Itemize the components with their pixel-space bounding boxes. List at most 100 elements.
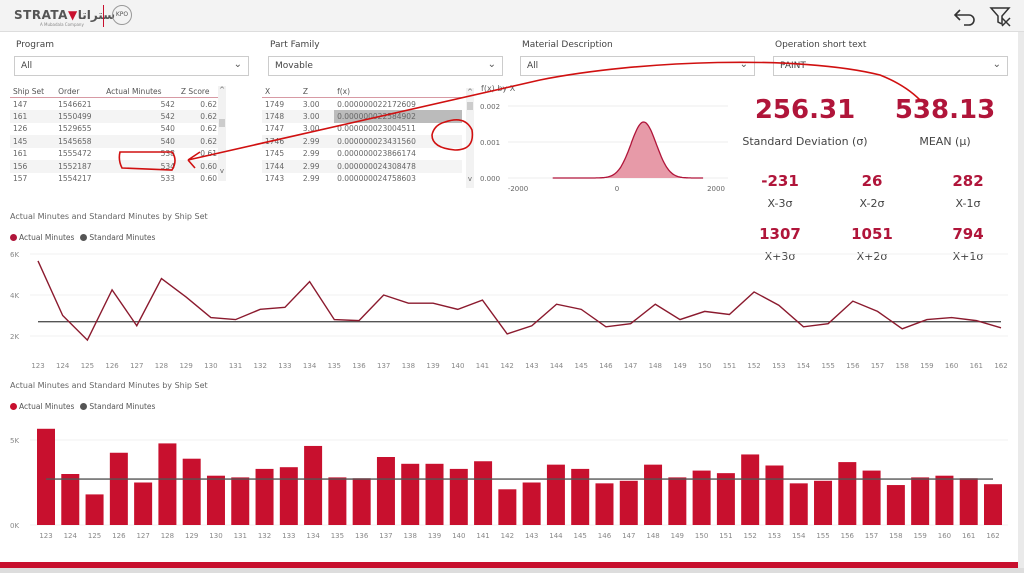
table-row[interactable]: 1744 2.99 0.000000024308478	[262, 160, 462, 173]
col-x[interactable]: X	[262, 86, 300, 98]
bar-actual-minutes[interactable]	[644, 464, 663, 525]
band-value: -231	[761, 172, 799, 190]
bar-actual-minutes[interactable]	[862, 470, 881, 525]
bar-actual-minutes[interactable]	[206, 475, 225, 525]
table-row[interactable]: 1743 2.99 0.000000024758603	[262, 173, 462, 186]
cell-actual-minutes: 533	[160, 174, 175, 184]
bar-actual-minutes[interactable]	[474, 461, 493, 525]
cell-x: 1745	[265, 149, 285, 159]
x-tick-label: 155	[821, 362, 834, 370]
bar-actual-minutes[interactable]	[279, 467, 298, 525]
slicer-dropdown[interactable]: All ⌄	[520, 56, 755, 76]
table-row[interactable]: 147 1546621 542 0.62	[10, 98, 220, 111]
bar-actual-minutes[interactable]	[304, 445, 323, 525]
col-ship-set[interactable]: Ship Set	[10, 86, 56, 98]
bar-actual-minutes[interactable]	[619, 480, 638, 525]
legend-actual[interactable]: Actual Minutes	[10, 233, 74, 242]
cell-z: 3.00	[299, 110, 335, 123]
bar-actual-minutes[interactable]	[765, 465, 784, 526]
cell-actual-minutes: 534	[103, 160, 178, 173]
cell-z-score: 0.62	[200, 99, 217, 109]
bar-actual-minutes[interactable]	[231, 477, 250, 525]
cell-order: 1552187	[55, 160, 104, 173]
x-tick-label: -2000	[508, 185, 528, 193]
slicer-dropdown[interactable]: Movable ⌄	[268, 56, 503, 76]
table-row[interactable]: 126 1529655 540 0.62	[10, 123, 220, 136]
bar-actual-minutes[interactable]	[255, 468, 274, 525]
bar-actual-minutes[interactable]	[789, 483, 808, 525]
col-actual-minutes[interactable]: Actual Minutes	[103, 86, 178, 98]
bar-actual-minutes[interactable]	[668, 477, 687, 525]
bar-actual-minutes[interactable]	[911, 477, 930, 525]
cell-z: 2.99	[299, 160, 335, 173]
bar-actual-minutes[interactable]	[716, 473, 735, 525]
x-tick-label: 133	[282, 532, 295, 540]
col-fx[interactable]: f(x)	[334, 86, 462, 98]
table-row[interactable]: 1745 2.99 0.000000023866174	[262, 148, 462, 161]
table-row[interactable]: 1749 3.00 0.000000022172609	[262, 98, 462, 111]
line-chart: 6K 4K 2K 123 124 125 126 127 128 129 130 131 132 133 1…	[10, 251, 1008, 370]
legend-standard[interactable]: Standard Minutes	[80, 402, 155, 411]
series-line-actual-minutes[interactable]	[37, 260, 1002, 342]
bar-actual-minutes[interactable]	[571, 468, 590, 525]
table-row[interactable]: 156 1552187 534 0.60	[10, 160, 220, 173]
bar-actual-minutes[interactable]	[814, 480, 833, 525]
line-chart-legend: Actual Minutes Standard Minutes	[10, 233, 155, 242]
bar-actual-minutes[interactable]	[886, 485, 905, 525]
band-label: X+1σ	[952, 250, 984, 263]
footer	[0, 568, 1024, 573]
table-row[interactable]: 161 1550499 542 0.62	[10, 110, 220, 123]
bar-actual-minutes[interactable]	[328, 477, 347, 525]
undo-arrow-icon[interactable]	[952, 4, 978, 28]
x-tick-label: 132	[258, 532, 271, 540]
x-tick-label: 153	[772, 362, 785, 370]
bar-actual-minutes[interactable]	[109, 452, 128, 525]
slicer-value: Movable	[275, 61, 313, 71]
table-row[interactable]: 1746 2.99 0.000000023431560	[262, 135, 462, 148]
bar-actual-minutes[interactable]	[352, 478, 371, 525]
slicer-dropdown[interactable]: PAINT ⌄	[773, 56, 1008, 76]
bar-actual-minutes[interactable]	[425, 463, 444, 525]
bar-actual-minutes[interactable]	[61, 474, 80, 525]
bar-actual-minutes[interactable]	[959, 478, 978, 525]
bar-actual-minutes[interactable]	[741, 454, 760, 525]
table-row[interactable]: 161 1555472 538 0.61	[10, 148, 220, 161]
fx-table-scrollbar[interactable]: ^ v	[466, 88, 474, 188]
bar-actual-minutes[interactable]	[595, 483, 614, 525]
cell-ship-set: 157	[13, 174, 28, 184]
x-tick-label: 148	[646, 532, 659, 540]
x-tick-label: 132	[254, 362, 267, 370]
bar-actual-minutes[interactable]	[182, 458, 201, 525]
clear-filter-icon[interactable]	[988, 4, 1014, 28]
bar-actual-minutes[interactable]	[546, 464, 565, 525]
table-row[interactable]: 1748 3.00 0.000000022584902	[262, 110, 462, 123]
bar-actual-minutes[interactable]	[935, 475, 954, 525]
bar-actual-minutes[interactable]	[498, 489, 517, 525]
legend-actual[interactable]: Actual Minutes	[10, 402, 74, 411]
table-row[interactable]: 145 1545658 540 0.62	[10, 135, 220, 148]
bar-actual-minutes[interactable]	[838, 462, 857, 525]
col-order[interactable]: Order	[55, 86, 104, 98]
bar-actual-minutes[interactable]	[692, 470, 711, 525]
slicer-dropdown[interactable]: All ⌄	[14, 56, 249, 76]
bar-actual-minutes[interactable]	[522, 482, 541, 526]
bar-actual-minutes[interactable]	[449, 468, 468, 525]
x-tick-label: 139	[428, 532, 441, 540]
bar-actual-minutes[interactable]	[37, 428, 55, 525]
table-row[interactable]: 157 1554217 533 0.60	[10, 173, 220, 186]
x-tick-label: 139	[426, 362, 439, 370]
legend-standard[interactable]: Standard Minutes	[80, 233, 155, 242]
bar-actual-minutes[interactable]	[401, 463, 420, 525]
bar-actual-minutes[interactable]	[376, 457, 395, 525]
y-tick-label: 0.000	[480, 175, 500, 183]
bar-actual-minutes[interactable]	[984, 484, 1002, 525]
col-z[interactable]: Z	[299, 86, 335, 98]
col-z-score[interactable]: Z Score	[177, 86, 220, 98]
x-tick-label: 134	[306, 532, 320, 540]
zscore-table-scrollbar[interactable]: ^ v	[218, 86, 226, 181]
bar-actual-minutes[interactable]	[158, 443, 177, 525]
table-row[interactable]: 1747 3.00 0.000000023004511	[262, 123, 462, 136]
bar-actual-minutes[interactable]	[134, 482, 153, 526]
x-tick-label: 137	[379, 532, 392, 540]
bar-actual-minutes[interactable]	[85, 494, 104, 525]
